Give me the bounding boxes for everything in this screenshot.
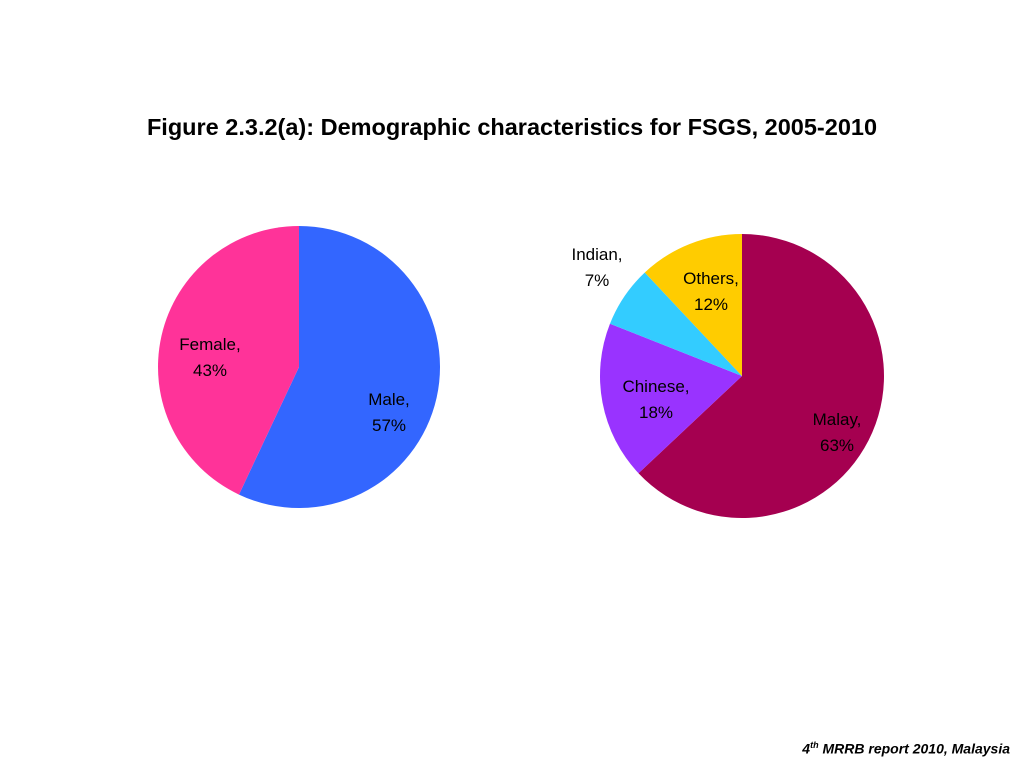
pie-slice-male xyxy=(238,226,441,508)
slice-label-percent: 63% xyxy=(820,436,854,455)
slice-label-male: Male, 57% xyxy=(368,390,410,435)
slice-label-name: Indian, xyxy=(571,245,622,264)
gender-pie-chart: Male, 57% Female, 43% xyxy=(158,226,441,508)
slice-label-percent: 18% xyxy=(639,403,673,422)
slice-label-percent: 43% xyxy=(193,361,227,380)
slice-label-name: Malay, xyxy=(813,410,862,429)
slice-label-percent: 12% xyxy=(694,295,728,314)
page-title: Figure 2.3.2(a): Demographic characteris… xyxy=(146,114,878,140)
slice-label-percent: 57% xyxy=(372,416,406,435)
slice-label-others: Others, 12% xyxy=(683,269,739,314)
slice-label-name: Male, xyxy=(368,390,410,409)
slice-label-female: Female, 43% xyxy=(179,335,240,380)
pie-slice-others xyxy=(644,234,742,376)
pie-slice-female xyxy=(158,226,299,495)
slice-label-chinese: Chinese, 18% xyxy=(622,377,689,422)
ethnicity-pie-chart: Malay, 63% Chinese, 18% Indian, 7% Others, 12% xyxy=(571,234,884,518)
source-prefix: 4 xyxy=(802,741,811,757)
slice-label-percent: 7% xyxy=(585,271,610,290)
pie-slice-malay xyxy=(638,234,884,518)
slice-label-malay: Malay, 63% xyxy=(813,410,862,455)
slice-label-name: Chinese, xyxy=(622,377,689,396)
pie-slice-chinese xyxy=(599,323,742,474)
source-superscript: th xyxy=(810,740,819,751)
slice-label-indian: Indian, 7% xyxy=(571,245,622,290)
source-caption: 4th MRRB report 2010, Malaysia xyxy=(802,740,1010,757)
slice-label-name: Others, xyxy=(683,269,739,288)
pie-slice-indian xyxy=(609,272,742,376)
slice-label-name: Female, xyxy=(179,335,240,354)
source-text: MRRB report 2010, Malaysia xyxy=(818,741,1010,757)
